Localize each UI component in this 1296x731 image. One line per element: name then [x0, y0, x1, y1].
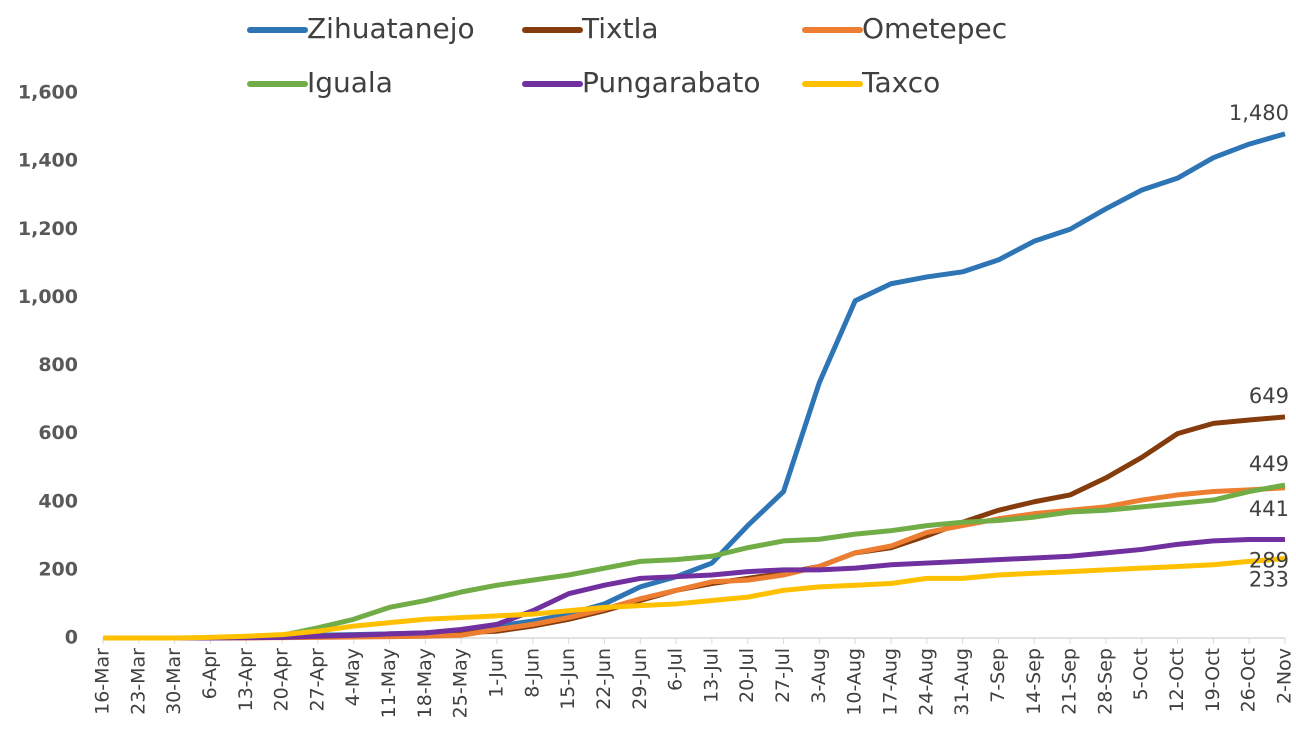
y-tick-label: 600 [38, 422, 78, 444]
x-tick-label: 24-Aug [915, 648, 937, 716]
x-tick-label: 25-May [450, 648, 472, 718]
x-tick-label: 5-Oct [1130, 648, 1152, 700]
x-tick-label: 28-Sep [1094, 648, 1116, 715]
series-line [103, 131, 1286, 641]
x-tick-label: 6-Jul [665, 648, 687, 691]
y-tick-label: 1,400 [18, 150, 78, 172]
x-tick-label: 20-Apr [271, 648, 293, 712]
series-line [103, 556, 1286, 641]
x-tick-label: 16-Mar [92, 648, 114, 715]
x-tick-label: 13-Apr [235, 648, 257, 712]
x-tick-label: 31-Aug [951, 648, 973, 716]
x-tick-label: 15-Jun [557, 648, 579, 710]
legend-label: Zihuatanejo [307, 12, 475, 45]
series-line [103, 482, 1286, 641]
series-line [103, 537, 1285, 641]
data-label: 649 [1249, 384, 1289, 408]
x-tick-label: 13-Jul [700, 648, 722, 703]
x-tick-label: 22-Jun [593, 648, 615, 710]
y-tick-label: 400 [38, 490, 78, 512]
data-label: 1,480 [1229, 101, 1289, 125]
x-tick-label: 3-Aug [808, 648, 830, 704]
data-label: 441 [1249, 497, 1289, 521]
x-tick-label: 20-Jul [736, 648, 758, 703]
x-tick-label: 27-Jul [772, 648, 794, 703]
x-tick-label: 19-Oct [1202, 648, 1224, 712]
x-tick-label: 7-Sep [987, 648, 1009, 703]
x-tick-label: 1-Jun [486, 648, 508, 698]
x-tick-label: 11-May [378, 648, 400, 718]
x-tick-label: 18-May [414, 648, 436, 718]
x-tick-label: 8-Jun [521, 648, 543, 698]
x-tick-label: 10-Aug [844, 648, 866, 716]
x-tick-label: 30-Mar [163, 648, 185, 715]
legend-label: Taxco [861, 66, 940, 99]
data-label: 449 [1249, 452, 1289, 476]
data-label: 289 [1249, 549, 1289, 573]
x-tick-label: 21-Sep [1059, 648, 1081, 715]
x-tick-label: 17-Aug [880, 648, 902, 716]
data-label: 233 [1249, 568, 1289, 592]
x-tick-label: 14-Sep [1023, 648, 1045, 715]
x-tick-label: 2-Nov [1274, 648, 1296, 704]
x-tick-label: 6-Apr [199, 648, 221, 700]
legend-label: Tixtla [581, 12, 659, 45]
x-tick-label: 27-Apr [306, 648, 328, 712]
y-tick-label: 800 [38, 354, 78, 376]
y-tick-label: 1,200 [18, 218, 78, 240]
x-tick-label: 23-Mar [127, 648, 149, 715]
legend-label: Iguala [307, 66, 393, 99]
y-tick-label: 1,600 [18, 82, 78, 104]
legend-label: Ometepec [862, 12, 1007, 45]
y-tick-label: 1,000 [18, 286, 78, 308]
x-tick-label: 4-May [342, 648, 364, 706]
y-tick-label: 200 [38, 558, 78, 580]
x-tick-label: 12-Oct [1166, 648, 1188, 712]
series-line [103, 414, 1286, 641]
x-tick-label: 26-Oct [1238, 648, 1260, 712]
legend-label: Pungarabato [582, 66, 761, 99]
x-tick-label: 29-Jun [629, 648, 651, 710]
y-tick-label: 0 [65, 627, 78, 649]
